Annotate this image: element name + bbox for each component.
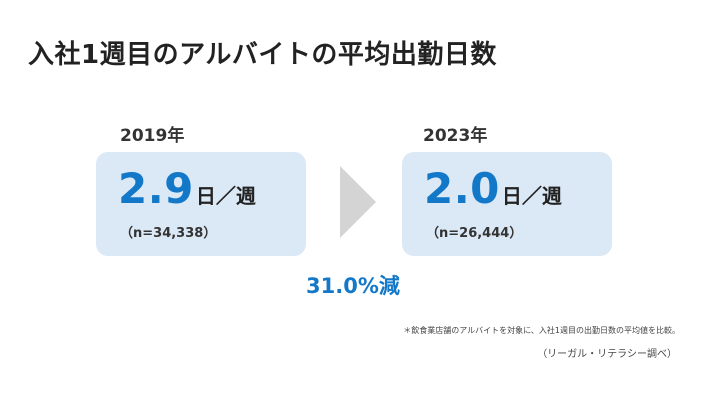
year-label-after: 2023年 xyxy=(423,126,488,146)
year-label-before: 2019年 xyxy=(120,126,185,146)
footnote: ＊飲食業店舗のアルバイトを対象に、入社1週目の出勤日数の平均値を比較。 xyxy=(403,326,680,335)
page-title: 入社1週目のアルバイトの平均出勤日数 xyxy=(28,40,497,70)
stat-unit-before: 日／週 xyxy=(195,184,256,208)
chevron-right-icon xyxy=(340,166,376,238)
sample-size-before: （n=34,338） xyxy=(120,226,217,241)
stat-card-after: 2.0 日／週 （n=26,444） xyxy=(402,152,612,256)
stat-number-after: 2.0 xyxy=(424,164,500,213)
sample-size-after: （n=26,444） xyxy=(426,226,523,241)
stat-unit-after: 日／週 xyxy=(501,184,562,208)
stat-value-before: 2.9 日／週 xyxy=(118,164,256,213)
arrow-shape xyxy=(340,166,376,238)
stat-value-after: 2.0 日／週 xyxy=(424,164,562,213)
source-credit: （リーガル・リテラシー調べ） xyxy=(537,349,677,360)
stat-card-before: 2.9 日／週 （n=34,338） xyxy=(96,152,306,256)
change-label: 31.0%減 xyxy=(306,274,400,298)
stat-number-before: 2.9 xyxy=(118,164,194,213)
